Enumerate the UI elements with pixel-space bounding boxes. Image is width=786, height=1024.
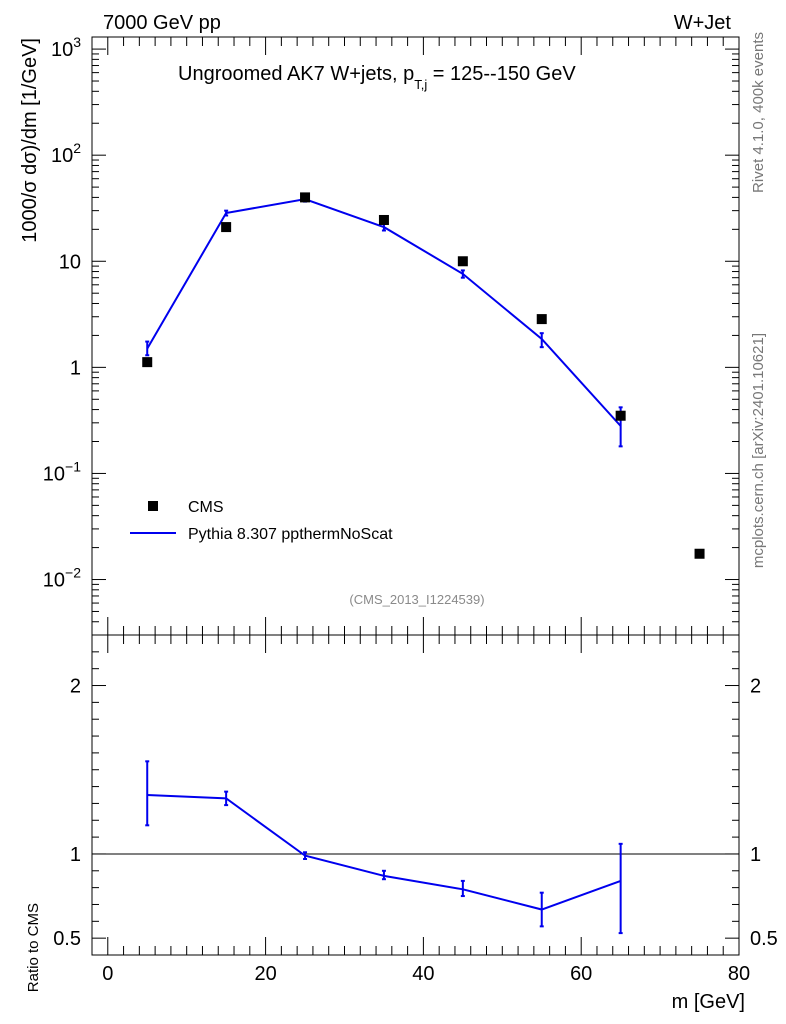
header-right: W+Jet [674,12,732,34]
pythia-line [146,198,622,427]
mcplots-label: mcplots.cern.ch [arXiv:2401.10621] [750,333,767,568]
x-tick-label: 80 [728,963,750,985]
x-tick-label: 20 [254,963,276,985]
ratio-y-tick-label-right: 0.5 [750,928,778,950]
cms-data-point [694,548,705,559]
cms-data-point [615,410,626,421]
cms-data-point [536,314,547,325]
x-tick-label: 0 [102,963,113,985]
ratio-y-tick-label: 2 [70,676,81,698]
y-tick-label: 102 [51,140,81,167]
title-main: Ungroomed AK7 W+jets, p [178,63,414,85]
ratio-y-tick-label-right: 1 [750,844,761,866]
ratio-panel-marks: 0.5 0.51 12 20 20 40 60 80 [53,634,778,985]
x-tick-label: 40 [412,963,434,985]
cms-data-point [300,192,311,203]
rivet-label: Rivet 4.1.0, 400k events [750,32,767,193]
cms-data-point [457,256,468,267]
ratio-line [147,794,621,911]
cms-data-point [142,357,153,368]
legend-cms-marker [148,501,158,511]
cms-data-point [221,222,232,233]
x-axis-label: m [GeV] [672,991,745,1013]
analysis-label: (CMS_2013_I1224539) [349,592,484,607]
y-tick-label: 10 [59,251,81,273]
legend-cms-label: CMS [188,499,224,516]
ratio-y-tick-label: 1 [70,844,81,866]
x-tick-label: 60 [570,963,592,985]
y-tick-label: 1 [70,357,81,379]
main-y-axis-label: 1000/σ dσ)/dm [1/GeV] [19,38,41,243]
main-panel-marks: 10−2 10−1 1 10 102 103 [43,34,740,636]
ratio-y-tick-label-right: 2 [750,676,761,698]
chart-title: Ungroomed AK7 W+jets, pT,j = 125--150 Ge… [178,63,576,92]
title-tail: = 125--150 GeV [427,63,576,85]
ratio-y-tick-label: 0.5 [53,928,81,950]
ratio-panel-frame [91,634,740,956]
ratio-y-axis-label: Ratio to CMS [25,903,42,992]
cms-data-point [378,214,389,225]
title-subscript: T,j [414,77,427,92]
y-tick-label: 103 [51,34,81,61]
header-left: 7000 GeV pp [103,12,221,34]
legend-pythia-label: Pythia 8.307 ppthermNoScat [188,526,393,543]
y-tick-label: 10−1 [43,458,81,485]
main-panel-frame [91,36,740,636]
y-tick-label: 10−2 [43,565,81,592]
